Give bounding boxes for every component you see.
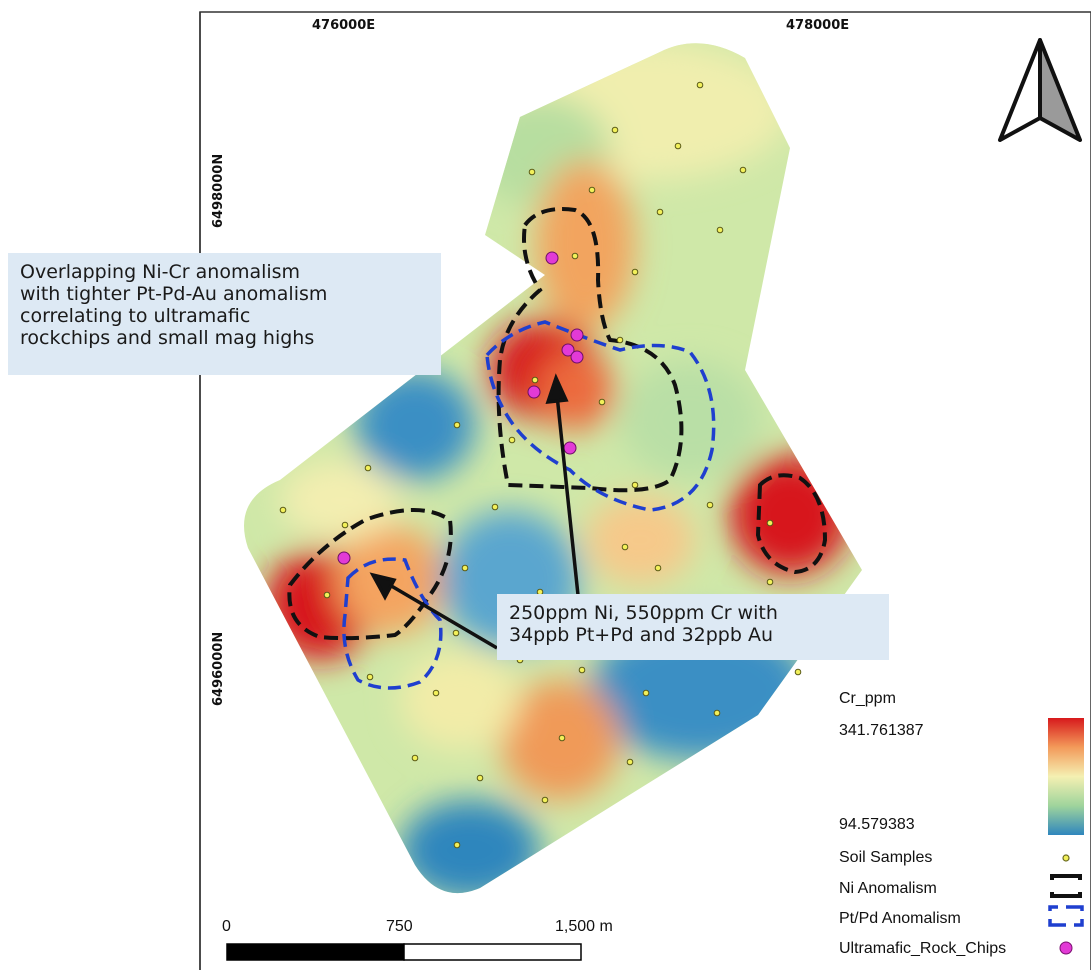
soil-sample-point [766,578,774,586]
soil-sample-point [531,376,539,384]
soil-sample-point [323,591,331,599]
soil-sample-point [598,398,606,406]
easting-label-476000: 476000E [312,18,376,33]
ni-anomaly-west [287,508,453,641]
callout-overlapping-anomalism: Overlapping Ni-Cr anomalism with tighter… [8,253,441,375]
soil-sample-point [411,754,419,762]
soil-sample-point [713,709,721,717]
soil-sample-point [642,689,650,697]
soil-sample-point [279,506,287,514]
soil-sample-point [366,673,374,681]
scale-bar-white [403,943,582,961]
soil-samples-layer [279,81,802,849]
arrow-to-west-anomaly [387,582,498,650]
soil-sample-point [621,543,629,551]
ni-anomaly-north [496,207,684,493]
rock-chip-point [570,350,584,364]
soil-sample-point [452,629,460,637]
legend-ultramafic-rock-chips: Ultramafic_Rock_Chips [839,940,1007,957]
callout-line: rockchips and small mag highs [20,327,315,349]
soil-sample-point [716,226,724,234]
soil-sample-point [528,168,536,176]
callout-arrows [369,373,580,650]
arrow-head-west [369,572,397,601]
soil-sample-point [453,841,461,849]
scale-label-1500: 1,500 m [555,918,613,935]
callout-rock-chip-assay: 250ppm Ni, 550ppm Cr with 34ppb Pt+Pd an… [497,594,889,660]
ni-anomaly-east [755,473,828,575]
legend-color-ramp [1048,718,1084,835]
soil-sample-point [578,666,586,674]
soil-sample-point [341,521,349,529]
scale-label-750: 750 [386,918,413,935]
rock-chip-point [563,441,577,455]
soil-sample-point [616,336,624,344]
legend-min-value: 94.579383 [839,816,915,833]
soil-sample-point [476,774,484,782]
soil-sample-point [453,421,461,429]
soil-sample-point [491,503,499,511]
callout-line: with tighter Pt-Pd-Au anomalism [20,283,328,305]
legend-title: Cr_ppm [839,690,896,707]
rock-chip-point [545,251,559,265]
legend-max-value: 341.761387 [839,722,924,739]
scale-bar [226,943,582,961]
northing-label-6496000: 6496000N [211,631,226,706]
soil-sample-icon [1062,854,1070,862]
arrow-head-north [545,373,569,405]
callout-line: correlating to ultramafic [20,305,251,327]
soil-sample-point [794,668,802,676]
soil-sample-point [674,142,682,150]
northing-label-6498000: 6498000N [211,153,226,228]
soil-sample-point [739,166,747,174]
rock-chip-point [337,551,351,565]
rock-chips-layer [337,251,584,565]
soil-sample-point [541,796,549,804]
soil-sample-point [588,186,596,194]
soil-sample-point [631,268,639,276]
soil-sample-point [696,81,704,89]
soil-sample-point [461,564,469,572]
soil-sample-point [611,126,619,134]
soil-sample-point [558,734,566,742]
soil-sample-point [571,252,579,260]
callout-line: 250ppm Ni, 550ppm Cr with [509,602,778,624]
ni-anomalism-outlines [287,207,828,641]
legend-soil-samples: Soil Samples [839,849,933,866]
soil-sample-point [766,519,774,527]
callout-line: Overlapping Ni-Cr anomalism [20,261,301,283]
soil-sample-point [706,501,714,509]
easting-label-478000: 478000E [786,18,850,33]
soil-sample-point [364,464,372,472]
rock-chip-icon [1059,941,1073,955]
soil-sample-point [432,689,440,697]
north-arrow-icon [998,38,1082,142]
callout-line: 34ppb Pt+Pd and 32ppb Au [509,624,774,646]
legend-ptpd-anomalism: Pt/Pd Anomalism [839,910,961,927]
soil-sample-point [626,758,634,766]
rock-chip-point [561,343,575,357]
arrow-to-north-anomaly [555,394,580,596]
legend-ni-anomalism: Ni Anomalism [839,880,937,897]
rock-chip-point [570,328,584,342]
rock-chip-point [527,385,541,399]
ni-anomalism-icon [1050,874,1082,898]
soil-sample-point [508,436,516,444]
ptpd-anomalism-icon [1048,905,1084,927]
ptpd-anomaly-west [342,557,443,690]
cr-surface [244,43,862,894]
soil-sample-point [656,208,664,216]
soil-sample-point [654,564,662,572]
scale-bar-black [226,943,405,961]
soil-sample-point [631,481,639,489]
scale-label-0: 0 [222,918,231,935]
